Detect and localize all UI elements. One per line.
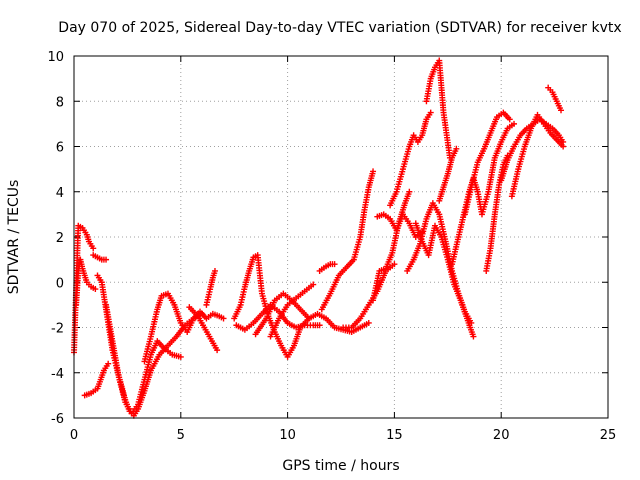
x-tick-label: 20 [493,428,510,443]
series-arc-20 [423,57,453,161]
x-tick-label: 15 [386,428,403,443]
series-arc-22 [412,220,477,340]
y-tick-label: 8 [56,95,64,110]
data-point [470,333,477,340]
data-point [511,120,518,127]
series-arc-14 [316,261,338,274]
series-arc-2 [73,256,99,308]
series-arc-9 [203,267,218,308]
x-tick-label: 5 [177,428,185,443]
series-arc-15 [318,168,377,313]
series-arc-6 [81,360,112,399]
data-point [331,261,338,268]
data-point [560,143,567,150]
x-axis-label: GPS time / hours [282,458,399,474]
data-point [177,353,184,360]
series-arc-24 [449,120,518,268]
data-point [103,256,110,263]
y-tick-label: -2 [51,322,64,337]
series-arc-19 [387,109,434,209]
series-arc-28 [508,111,567,200]
data-points [71,57,567,419]
data-point [427,109,434,116]
data-point [406,188,413,195]
series-arc-7 [141,290,227,365]
data-point [506,116,513,123]
y-tick-label: -4 [51,367,64,382]
series-arc-5 [103,301,184,417]
y-tick-label: 2 [56,231,64,246]
data-point [453,145,460,152]
data-point [365,319,372,326]
data-point [310,281,317,288]
series-arc-25 [461,109,513,218]
data-point [211,267,218,274]
data-point [220,315,227,322]
x-tick-label: 10 [279,428,296,443]
data-point [105,360,112,367]
y-tick-labels: -6 -4 -2 0 2 4 6 8 10 [47,50,64,427]
data-point [214,347,221,354]
y-tick-label: -6 [51,412,64,427]
data-point [90,245,97,252]
series-arc-18 [374,211,426,240]
data-point [391,261,398,268]
x-tick-label: 25 [600,428,617,443]
data-point [316,322,323,329]
y-tick-label: 4 [56,186,64,201]
x-tick-label: 0 [70,428,78,443]
series-arc-12 [252,290,372,338]
plot-frame [73,55,609,419]
series-arc-8 [186,304,221,354]
chart-title: Day 070 of 2025, Sidereal Day-to-day VTE… [58,20,621,36]
data-point [558,107,565,114]
y-axis-label: SDTVAR / TECUs [6,180,22,295]
series-arc-13 [267,281,317,340]
data-point [370,168,377,175]
y-tick-label: 10 [47,50,64,65]
y-tick-label: 0 [56,276,64,291]
y-tick-label: 6 [56,141,64,156]
series-arc-3 [90,252,110,263]
series-arc-23 [436,145,460,204]
x-tick-labels: 0 5 10 15 20 25 [70,428,616,443]
data-point [92,286,99,293]
series-arc-29 [545,84,565,114]
